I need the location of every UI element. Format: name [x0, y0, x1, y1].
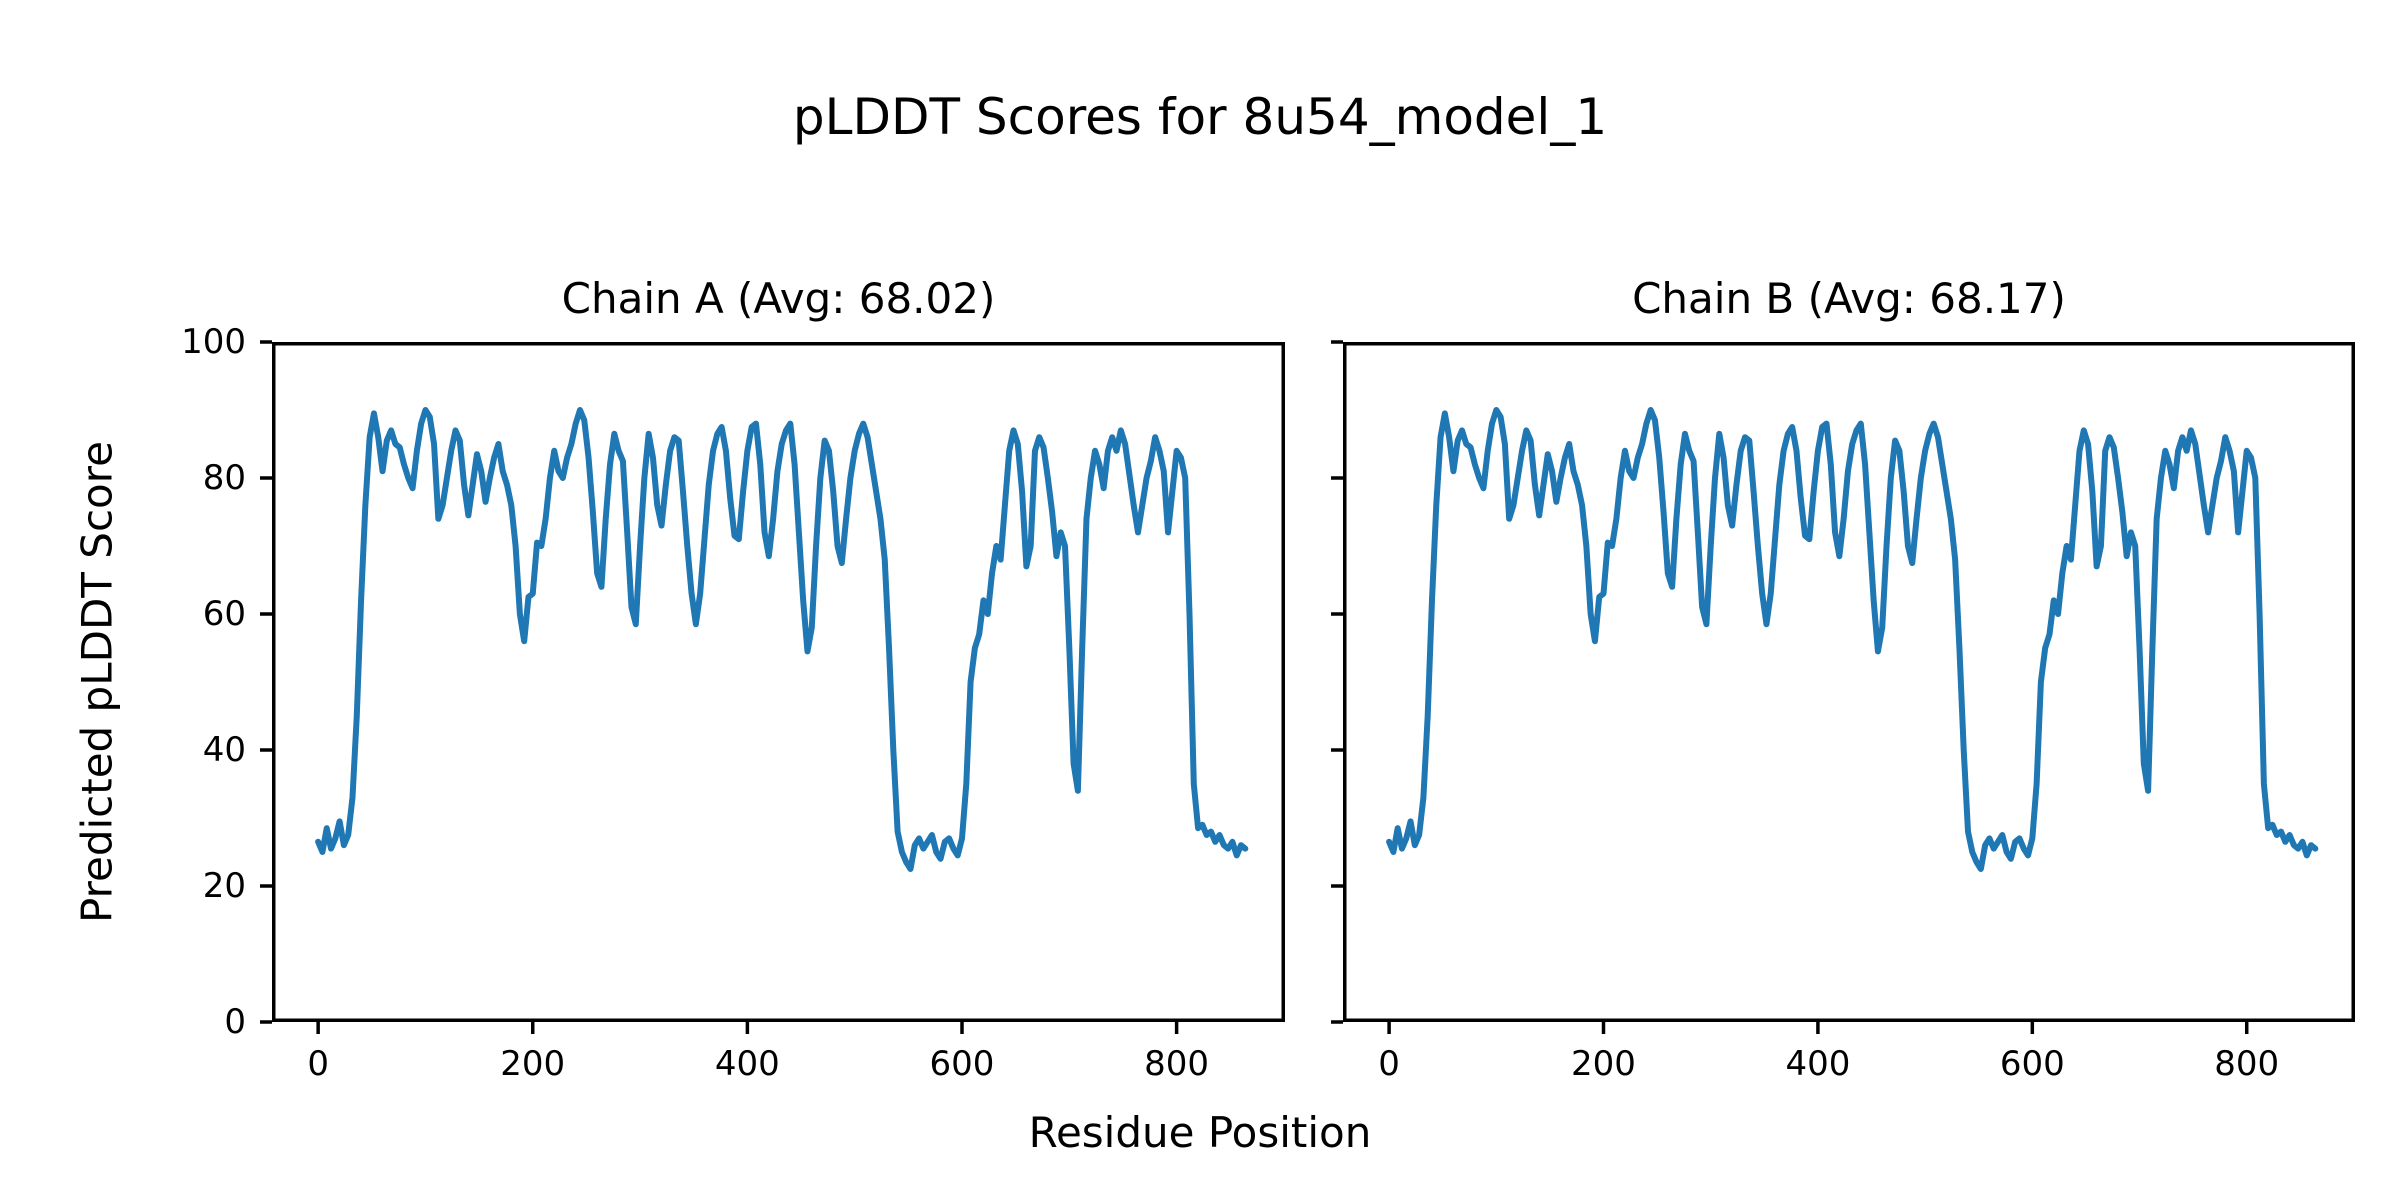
y-axis-label: Predicted pLDDT Score	[72, 441, 122, 923]
x-tick-label: 200	[500, 1044, 566, 1084]
axes-spines	[272, 342, 1285, 1022]
axes-spines	[1343, 342, 2355, 1022]
x-tick-label: 0	[307, 1044, 329, 1084]
plddt-line	[1386, 407, 2319, 872]
x-tick-label: 0	[1378, 1044, 1400, 1084]
y-tick-label: 20	[202, 866, 246, 906]
x-tick-label: 800	[2214, 1044, 2280, 1084]
line-plot-chain-a	[260, 340, 1285, 1034]
x-tick-label: 800	[1144, 1044, 1210, 1084]
x-axis-label: Residue Position	[1028, 1108, 1372, 1157]
plddt-line	[315, 407, 1249, 872]
x-tick-label: 200	[1571, 1044, 1636, 1084]
x-tick-label: 400	[1785, 1044, 1851, 1084]
figure-title: pLDDT Scores for 8u54_model_1	[792, 88, 1608, 146]
x-tick-label: 400	[714, 1044, 780, 1084]
x-tick-label: 600	[929, 1044, 995, 1084]
subplot-title-chain-a: Chain A (Avg: 68.02)	[561, 274, 996, 323]
y-tick-label: 100	[181, 322, 246, 362]
line-plot-chain-b	[1331, 340, 2355, 1034]
y-tick-label: 60	[202, 594, 246, 634]
subplot-title-chain-b: Chain B (Avg: 68.17)	[1632, 274, 2066, 323]
y-tick-label: 0	[224, 1002, 246, 1042]
subplot-chain-b: Chain B (Avg: 68.17) 0 200 400 600 800	[1331, 274, 2355, 1084]
x-tick-label: 600	[1999, 1044, 2065, 1084]
y-tick-label: 80	[202, 458, 246, 498]
y-tick-label: 40	[202, 730, 246, 770]
subplot-chain-a: Chain A (Avg: 68.02) 0 200 400 600 800 0 20 40 6…	[181, 274, 1285, 1084]
